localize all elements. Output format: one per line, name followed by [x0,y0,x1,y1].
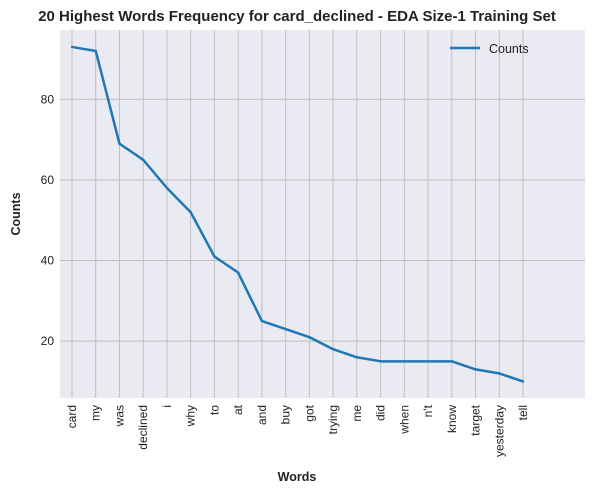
chart-title: 20 Highest Words Frequency for card_decl… [38,8,556,25]
x-tick-label: buy [279,405,293,424]
data-point [95,50,97,52]
data-point [142,159,144,161]
x-tick-label: got [302,404,316,421]
x-tick-label: know [445,405,459,433]
data-point [118,142,120,144]
y-tick-label: 80 [41,92,55,106]
x-tick-label: n't [421,404,435,417]
legend-label-counts: Counts [489,42,529,56]
data-point [71,46,73,48]
data-point [379,360,381,362]
x-tick-label: card [65,405,79,428]
data-point [261,320,263,322]
x-tick-label: was [112,405,126,427]
data-point [332,348,334,350]
data-point [213,255,215,257]
x-tick-label: why [184,405,198,427]
data-point [237,271,239,273]
y-axis: 20 40 60 80 [41,92,55,348]
data-point [166,187,168,189]
x-tick-label: me [350,405,364,422]
x-tick-label: trying [326,405,340,434]
y-tick-label: 40 [41,254,55,268]
data-point [356,356,358,358]
data-point [308,336,310,338]
x-tick-label: tell [516,405,530,420]
data-point [427,360,429,362]
x-tick-label: at [231,404,245,415]
data-point [403,360,405,362]
x-axis: card my was declined i why to at and buy got trying… [65,404,530,457]
data-point [474,368,476,370]
x-tick-label: to [207,405,221,415]
x-tick-label: did [374,405,388,421]
x-axis-label: Words [278,470,317,484]
y-axis-label: Counts [9,192,23,235]
x-tick-label: my [89,405,103,421]
x-tick-label: yesterday [492,405,506,457]
y-tick-label: 20 [41,334,55,348]
x-tick-label: and [255,405,269,425]
data-point [522,380,524,382]
x-tick-label: declined [136,405,150,450]
y-tick-label: 60 [41,173,55,187]
x-tick-label: target [469,404,483,435]
data-point [284,328,286,330]
data-point [189,211,191,213]
data-point [498,372,500,374]
x-tick-label: i [160,405,174,408]
data-point [451,360,453,362]
x-tick-label: when [397,405,411,435]
